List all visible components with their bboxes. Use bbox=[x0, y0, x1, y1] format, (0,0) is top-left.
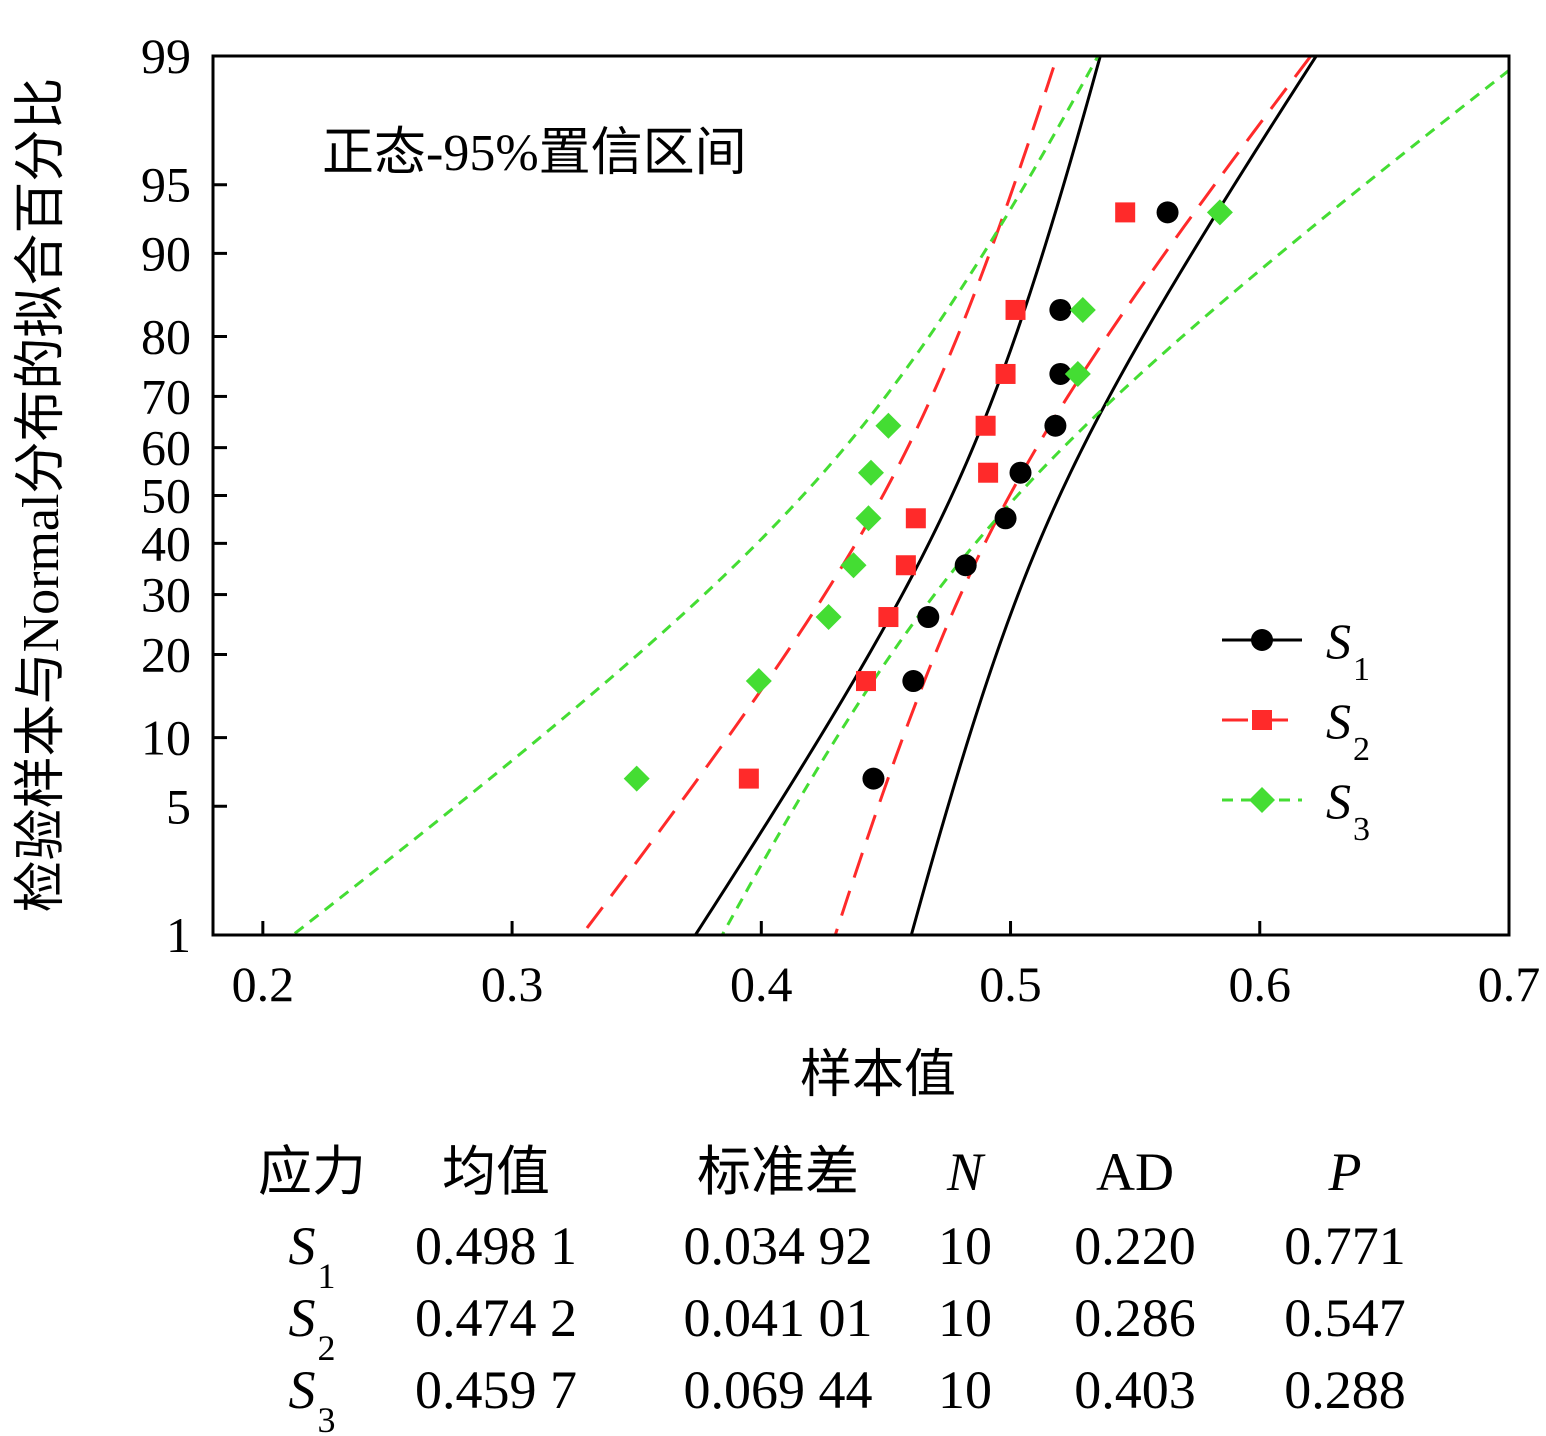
series-S3-ci-upper bbox=[290, 56, 1100, 935]
table-cell: 0.286 bbox=[1074, 1288, 1196, 1348]
series-S2-point bbox=[1005, 299, 1026, 320]
x-tick-label: 0.3 bbox=[481, 956, 544, 1012]
series-S2-ci-upper bbox=[579, 56, 1059, 935]
series-S1-point bbox=[1049, 362, 1072, 385]
table-header: 标准差 bbox=[697, 1142, 859, 1202]
plot-frame bbox=[211, 54, 1511, 937]
table-cell: 10 bbox=[938, 1288, 992, 1348]
table-header: 应力 bbox=[258, 1142, 366, 1202]
table-cell: 0.474 2 bbox=[415, 1288, 577, 1348]
y-tick-label: 90 bbox=[141, 225, 191, 281]
series-S3-ci-lower bbox=[720, 68, 1509, 935]
series-S2-point bbox=[995, 363, 1016, 384]
series-S2-point bbox=[895, 555, 916, 576]
series-S3-point bbox=[855, 505, 882, 532]
table-header: AD bbox=[1096, 1142, 1174, 1202]
table-cell: 0.041 01 bbox=[684, 1288, 873, 1348]
series-S3-point bbox=[623, 765, 650, 792]
y-tick-label: 80 bbox=[141, 308, 191, 364]
table-cell: 0.403 bbox=[1074, 1360, 1196, 1420]
series-S1-point bbox=[902, 670, 925, 693]
series-S1-point bbox=[994, 507, 1017, 530]
table-cell: 10 bbox=[938, 1216, 992, 1276]
series-S3-point bbox=[875, 412, 902, 439]
table-cell: 0.288 bbox=[1284, 1360, 1406, 1420]
legend-label: S2 bbox=[1326, 693, 1370, 768]
series-S1-ci-lower bbox=[909, 56, 1319, 935]
table-row-label: S2 bbox=[289, 1288, 336, 1368]
series-S3-point bbox=[1069, 296, 1096, 323]
table-cell: 0.459 7 bbox=[415, 1360, 577, 1420]
y-tick-label: 95 bbox=[141, 157, 191, 213]
legend-label: S1 bbox=[1326, 613, 1370, 688]
x-tick-label: 0.6 bbox=[1229, 956, 1292, 1012]
series-S1-point bbox=[1049, 298, 1072, 321]
x-tick-label: 0.5 bbox=[979, 956, 1042, 1012]
series-S1-point bbox=[1156, 201, 1179, 224]
y-tick-label: 20 bbox=[141, 627, 191, 683]
legend-marker bbox=[1249, 787, 1275, 813]
table-cell: 0.498 1 bbox=[415, 1216, 577, 1276]
table-cell: 0.220 bbox=[1074, 1216, 1196, 1276]
series-S3-point bbox=[857, 459, 884, 486]
series-S2-point bbox=[878, 607, 899, 628]
y-tick-label: 60 bbox=[141, 420, 191, 476]
series-S2-point bbox=[978, 462, 999, 483]
series-S3-point bbox=[745, 668, 772, 695]
table-cell: 0.069 44 bbox=[684, 1360, 873, 1420]
series-S2-point bbox=[1115, 202, 1136, 223]
legend-label: S3 bbox=[1326, 773, 1370, 848]
series-S3-point bbox=[1206, 199, 1233, 226]
table-row-label: S1 bbox=[289, 1216, 336, 1296]
y-tick-label: 30 bbox=[141, 567, 191, 623]
series-S3-point bbox=[840, 552, 867, 579]
series-S3-point bbox=[1064, 360, 1091, 387]
y-tick-label: 50 bbox=[141, 468, 191, 524]
x-axis-title: 样本值 bbox=[800, 1047, 956, 1104]
y-tick-label: 99 bbox=[141, 28, 191, 84]
chart-annotation: 正态-95%置信区间 bbox=[322, 125, 747, 182]
legend-marker bbox=[1252, 710, 1272, 730]
series-S2-point bbox=[738, 768, 759, 789]
stats-table: 应力 均值 标准差 N AD P S1 0.498 1 0.034 92 10 0.220 0.771… bbox=[258, 1142, 1406, 1436]
y-tick-label: 5 bbox=[166, 778, 191, 834]
table-header: 均值 bbox=[442, 1142, 550, 1202]
series-S2-point bbox=[905, 508, 926, 529]
x-tick-label: 0.4 bbox=[730, 956, 793, 1012]
y-tick-label: 1 bbox=[166, 907, 191, 963]
table-cell: 0.034 92 bbox=[684, 1216, 873, 1276]
series-S2-point bbox=[855, 671, 876, 692]
series-S2-ci-lower bbox=[833, 56, 1313, 935]
table-header: N bbox=[946, 1142, 986, 1202]
y-tick-label: 70 bbox=[141, 368, 191, 424]
table-cell: 10 bbox=[938, 1360, 992, 1420]
series-S2-point bbox=[975, 415, 996, 436]
table-cell: 0.771 bbox=[1284, 1216, 1406, 1276]
series-S1-point bbox=[1009, 461, 1032, 484]
table-row-label: S3 bbox=[289, 1360, 336, 1436]
legend-marker bbox=[1251, 629, 1273, 651]
series-S3-point bbox=[815, 604, 842, 631]
x-tick-label: 0.2 bbox=[232, 956, 295, 1012]
series-S1-point bbox=[954, 554, 977, 577]
table-header: P bbox=[1328, 1142, 1362, 1202]
series-S1-point bbox=[917, 606, 940, 629]
x-tick-label: 0.7 bbox=[1478, 956, 1541, 1012]
series-S1-point bbox=[1044, 414, 1067, 437]
y-axis-title: 检验样本与Normal分布的拟合百分比 bbox=[13, 78, 70, 913]
series-S1-point bbox=[862, 767, 885, 790]
y-tick-label: 40 bbox=[141, 515, 191, 571]
y-tick-label: 10 bbox=[141, 710, 191, 766]
table-cell: 0.547 bbox=[1284, 1288, 1406, 1348]
series-S1-ci-upper bbox=[693, 56, 1102, 935]
